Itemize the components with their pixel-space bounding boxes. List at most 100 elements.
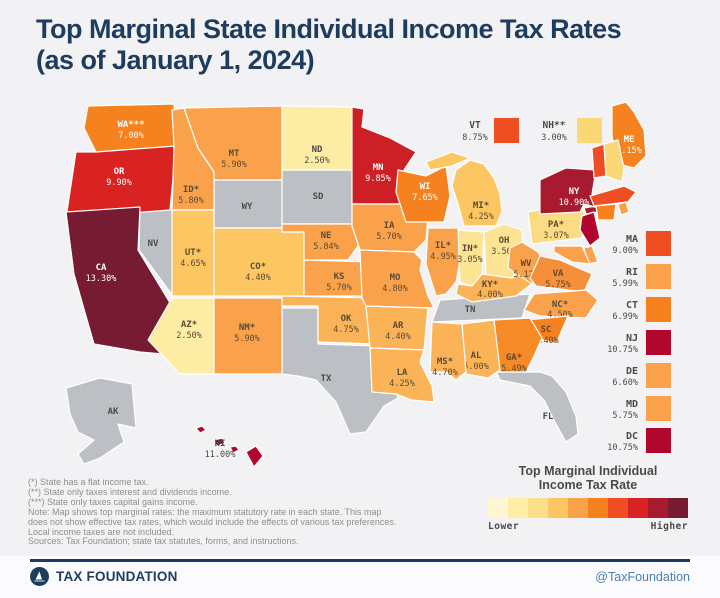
list-nj-label: NJ: [626, 333, 638, 344]
list-nj: NJ 10.75%: [607, 330, 671, 355]
legend-swatch-7: [608, 498, 628, 518]
state-mi-shape: [425, 151, 503, 227]
social-handle: @TaxFoundation: [595, 569, 690, 584]
state-nj-shape: [579, 211, 601, 247]
state-ar-shape: [365, 305, 429, 351]
state-fl: FL: [495, 371, 579, 443]
state-il-shape: [425, 227, 463, 297]
state-nm: NM* 5.90%: [213, 297, 283, 375]
taxfoundation-logo-icon: [30, 567, 49, 586]
list-ma-label: MA: [626, 234, 638, 245]
state-nd-shape: [281, 105, 355, 171]
state-hi-value: 11.00%: [205, 450, 236, 460]
state-ma-shape: [589, 185, 637, 207]
state-co-shape: [213, 227, 305, 297]
legend-swatch-4: [548, 498, 568, 518]
state-wy: WY: [213, 179, 283, 229]
list-md: MD 5.75%: [612, 396, 671, 421]
state-tx-shape: [281, 307, 399, 435]
list-de-value: 6.60%: [612, 378, 638, 388]
state-ut-shape: [171, 209, 215, 297]
footnote-capital-gains: (***) State only taxes capital gains inc…: [28, 496, 198, 507]
list-dc: DC 10.75%: [607, 428, 671, 453]
callout-vt-value: 8.75%: [462, 133, 488, 143]
legend-lower-label: Lower: [488, 521, 520, 532]
list-md-label: MD: [626, 399, 638, 410]
list-ri-swatch: [646, 264, 671, 289]
state-ms-shape: [429, 321, 467, 381]
state-nd: ND 2.50%: [281, 105, 355, 171]
state-ga: GA* 5.49%: [493, 317, 543, 374]
state-ut: UT* 4.65%: [171, 209, 215, 297]
state-al: AL 5.00%: [461, 319, 501, 379]
state-wy-shape: [213, 179, 283, 229]
list-ma-swatch: [646, 231, 671, 256]
title-line2: (as of January 1, 2024): [36, 45, 315, 75]
state-ak: AK: [65, 377, 137, 465]
footnote-sources: Sources: Tax Foundation; state tax statu…: [28, 536, 299, 547]
state-fl-shape: [495, 371, 579, 443]
list-de-label: DE: [626, 366, 638, 377]
legend-swatch-3: [528, 498, 548, 518]
list-ma-value: 9.00%: [612, 246, 638, 256]
state-sd-shape: [281, 169, 357, 225]
list-md-value: 5.75%: [612, 411, 638, 421]
callout-nh-value: 3.00%: [541, 133, 567, 143]
footnote-note-2: does not show effective tax rates, which…: [28, 516, 397, 527]
state-nm-shape: [213, 297, 283, 375]
legend-swatch-8: [628, 498, 648, 518]
list-md-swatch: [646, 396, 671, 421]
state-hi-shape: [195, 425, 264, 468]
state-co: CO* 4.40%: [213, 227, 305, 297]
page-title: Top Marginal State Individual Income Tax…: [36, 14, 622, 76]
legend-swatch-1: [488, 498, 508, 518]
list-de: DE 6.60%: [612, 363, 671, 388]
state-az-shape: [147, 297, 215, 375]
legend-higher-label: Higher: [650, 521, 688, 532]
footnote-interest-dividends: (**) State only taxes interest and divid…: [28, 486, 232, 497]
list-ct: CT 6.99%: [612, 297, 671, 322]
list-de-swatch: [646, 363, 671, 388]
state-mo: MO 4.80%: [359, 249, 435, 309]
callout-vt: VT 8.75%: [462, 118, 519, 143]
list-dc-value: 10.75%: [607, 443, 638, 453]
state-mo-shape: [359, 249, 435, 309]
state-il: IL* 4.95%: [425, 227, 463, 297]
list-ct-value: 6.99%: [612, 312, 638, 322]
footnote-flat: (*) State has a flat income tax.: [28, 477, 149, 487]
callout-nh-swatch: [577, 118, 602, 143]
legend-swatch-5: [568, 498, 588, 518]
legend-swatch-10: [668, 498, 688, 518]
footnotes: (*) State has a flat income tax. (**) St…: [28, 477, 397, 547]
callout-vt-swatch: [494, 118, 519, 143]
state-nc: NC* 4.50%: [523, 289, 599, 320]
list-dc-swatch: [646, 428, 671, 453]
state-la-shape: [369, 347, 435, 403]
footer: TAX FOUNDATION @TaxFoundation: [0, 556, 720, 598]
list-ri-value: 5.99%: [612, 279, 638, 289]
footer-divider: [30, 559, 690, 562]
list-ma: MA 9.00%: [612, 231, 671, 256]
state-wa-shape: [83, 103, 177, 153]
state-ms: MS* 4.70%: [429, 321, 467, 381]
state-al-shape: [461, 319, 501, 379]
list-dc-label: DC: [626, 431, 638, 442]
legend-end-labels: Lower Higher: [488, 521, 688, 532]
color-legend: Top Marginal Individual Income Tax Rate …: [488, 464, 688, 532]
legend-gradient-bar: [488, 498, 688, 518]
list-ri: RI 5.99%: [612, 264, 671, 289]
footer-row: TAX FOUNDATION @TaxFoundation: [30, 567, 690, 586]
state-wa: WA*** 7.00%: [83, 103, 177, 153]
list-ct-label: CT: [626, 300, 638, 311]
state-ak-shape: [65, 377, 137, 465]
callout-vt-label: VT: [469, 120, 481, 131]
state-nc-shape: [523, 289, 599, 319]
footnote-note-3: Local income taxes are not included.: [28, 526, 175, 537]
state-md-shape: [553, 245, 591, 265]
state-wi-shape: [395, 165, 451, 223]
state-wi: WI 7.65%: [395, 165, 451, 223]
state-hi: HI 11.00%: [195, 425, 264, 468]
title-line1: Top Marginal State Individual Income Tax…: [36, 14, 622, 44]
list-nj-swatch: [646, 330, 671, 355]
callout-nh-label: NH**: [543, 120, 566, 131]
